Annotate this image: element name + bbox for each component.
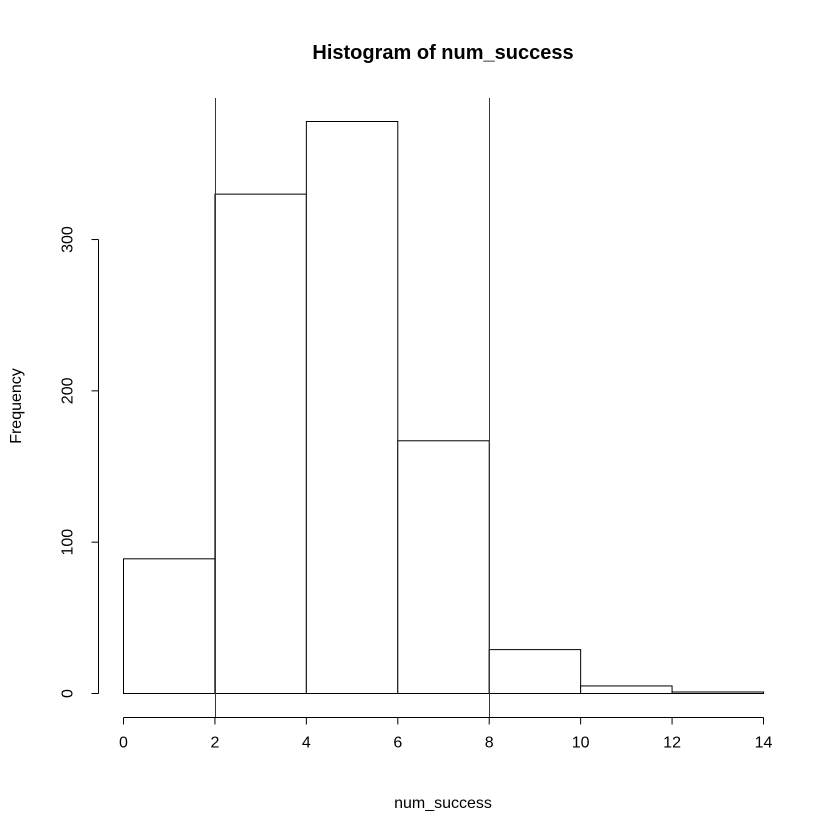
histogram-bar-0: [123, 558, 216, 694]
x-axis-label: num_success: [394, 795, 492, 812]
y-axis-label: Frequency: [8, 368, 25, 444]
x-tick-label-2: 4: [302, 735, 311, 752]
x-tick-label-6: 12: [663, 735, 681, 752]
histogram-bar-5: [580, 685, 673, 694]
histogram-bar-6: [671, 691, 764, 694]
y-tick-label-1: 100: [60, 529, 77, 556]
y-tick-label-0: 0: [60, 689, 77, 698]
histogram-bar-3: [397, 440, 490, 695]
y-axis: 0 100 200 300: [60, 226, 99, 698]
y-tick-label-2: 200: [60, 377, 77, 404]
x-tick-label-1: 2: [210, 735, 219, 752]
reference-lines-group: [215, 98, 490, 718]
x-tick-label-7: 14: [755, 735, 773, 752]
histogram-bar-4: [488, 649, 582, 694]
x-axis: 0 2 4 6 8 10 12 14: [119, 717, 773, 752]
histogram-bar-2: [305, 121, 399, 694]
x-tick-label-5: 10: [572, 735, 590, 752]
bars-group: [123, 121, 764, 695]
histogram-bar-1: [214, 193, 307, 694]
x-tick-label-3: 6: [393, 735, 402, 752]
y-tick-label-3: 300: [60, 226, 77, 253]
x-tick-label-0: 0: [119, 735, 128, 752]
x-tick-label-4: 8: [485, 735, 494, 752]
chart-title: Histogram of num_success: [312, 42, 573, 64]
